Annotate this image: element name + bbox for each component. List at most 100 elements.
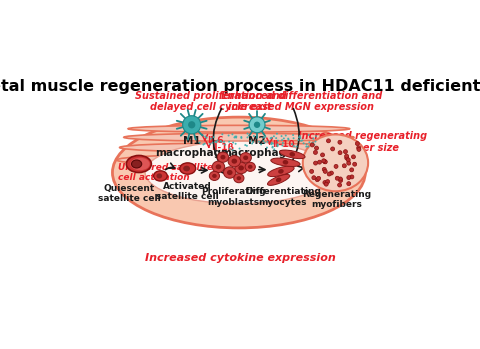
Ellipse shape	[237, 176, 241, 180]
Ellipse shape	[228, 134, 229, 136]
Ellipse shape	[239, 148, 240, 150]
Ellipse shape	[355, 142, 360, 146]
Ellipse shape	[117, 154, 361, 166]
Ellipse shape	[281, 139, 283, 141]
Ellipse shape	[273, 135, 275, 137]
Ellipse shape	[212, 142, 214, 144]
Text: Quiescent
satellite cell: Quiescent satellite cell	[98, 184, 161, 203]
Ellipse shape	[342, 164, 346, 168]
Ellipse shape	[283, 138, 285, 139]
Ellipse shape	[247, 133, 249, 135]
Ellipse shape	[345, 156, 349, 160]
Ellipse shape	[276, 178, 281, 182]
Ellipse shape	[278, 169, 284, 174]
Ellipse shape	[310, 169, 313, 173]
Ellipse shape	[245, 162, 255, 171]
Ellipse shape	[298, 136, 300, 138]
Ellipse shape	[353, 162, 357, 166]
Ellipse shape	[344, 150, 348, 154]
Text: Enhanced differentiation and
increased MGN expression: Enhanced differentiation and increased M…	[221, 91, 382, 112]
Ellipse shape	[337, 183, 342, 187]
Ellipse shape	[323, 180, 327, 185]
Ellipse shape	[247, 136, 249, 138]
Ellipse shape	[249, 140, 251, 142]
Ellipse shape	[314, 146, 319, 150]
Text: Regenerating
myofibers: Regenerating myofibers	[302, 190, 371, 209]
Text: Il-10: Il-10	[272, 140, 295, 149]
Ellipse shape	[272, 146, 274, 148]
Text: Increased regenerating
myofiber size: Increased regenerating myofiber size	[298, 131, 427, 153]
Ellipse shape	[323, 169, 327, 173]
Ellipse shape	[329, 171, 334, 175]
Ellipse shape	[231, 133, 233, 135]
Ellipse shape	[228, 155, 240, 167]
Ellipse shape	[324, 182, 328, 186]
Ellipse shape	[318, 160, 322, 164]
Ellipse shape	[357, 146, 360, 150]
Ellipse shape	[313, 161, 318, 165]
Ellipse shape	[275, 137, 277, 139]
Ellipse shape	[347, 182, 351, 186]
Ellipse shape	[281, 144, 283, 147]
Ellipse shape	[338, 177, 342, 181]
Ellipse shape	[357, 147, 361, 151]
Ellipse shape	[231, 158, 237, 164]
Ellipse shape	[345, 154, 348, 158]
Ellipse shape	[302, 142, 305, 144]
Ellipse shape	[235, 162, 247, 174]
Ellipse shape	[240, 136, 242, 138]
Ellipse shape	[271, 137, 273, 139]
Ellipse shape	[297, 139, 300, 141]
Ellipse shape	[221, 133, 223, 135]
Ellipse shape	[270, 137, 272, 139]
Ellipse shape	[183, 166, 190, 171]
Ellipse shape	[232, 142, 234, 143]
Ellipse shape	[224, 167, 236, 178]
Ellipse shape	[253, 135, 255, 137]
Ellipse shape	[334, 164, 338, 168]
Text: Increased cytokine expression: Increased cytokine expression	[144, 253, 336, 263]
Ellipse shape	[228, 141, 230, 143]
Ellipse shape	[323, 160, 327, 164]
Ellipse shape	[282, 142, 284, 144]
Ellipse shape	[276, 143, 278, 146]
Ellipse shape	[209, 143, 211, 145]
Text: Il-1β: Il-1β	[212, 143, 234, 152]
Ellipse shape	[313, 144, 315, 146]
Ellipse shape	[270, 143, 272, 145]
Ellipse shape	[254, 121, 260, 128]
Ellipse shape	[331, 147, 335, 151]
Ellipse shape	[317, 176, 321, 180]
Ellipse shape	[216, 164, 221, 169]
Ellipse shape	[227, 170, 233, 175]
Ellipse shape	[234, 174, 244, 183]
Ellipse shape	[305, 146, 307, 148]
Ellipse shape	[312, 176, 316, 180]
Ellipse shape	[235, 136, 237, 139]
Ellipse shape	[156, 173, 162, 178]
Ellipse shape	[288, 139, 289, 141]
Ellipse shape	[145, 141, 333, 204]
Ellipse shape	[213, 136, 215, 138]
Ellipse shape	[312, 138, 314, 140]
Ellipse shape	[306, 143, 308, 146]
Ellipse shape	[212, 174, 217, 178]
Ellipse shape	[180, 163, 196, 174]
Ellipse shape	[268, 166, 294, 177]
Ellipse shape	[314, 141, 316, 143]
Ellipse shape	[216, 141, 217, 143]
Ellipse shape	[264, 136, 266, 138]
Ellipse shape	[235, 143, 237, 145]
Ellipse shape	[210, 138, 212, 140]
Ellipse shape	[322, 168, 326, 171]
Ellipse shape	[223, 141, 225, 143]
Ellipse shape	[264, 141, 265, 143]
Ellipse shape	[307, 146, 309, 148]
Ellipse shape	[301, 139, 303, 141]
Ellipse shape	[327, 172, 331, 176]
Ellipse shape	[217, 152, 228, 162]
Ellipse shape	[299, 135, 301, 137]
Ellipse shape	[313, 150, 317, 154]
Text: Unaltered satellite
cell activation: Unaltered satellite cell activation	[118, 163, 213, 182]
Ellipse shape	[124, 133, 354, 141]
